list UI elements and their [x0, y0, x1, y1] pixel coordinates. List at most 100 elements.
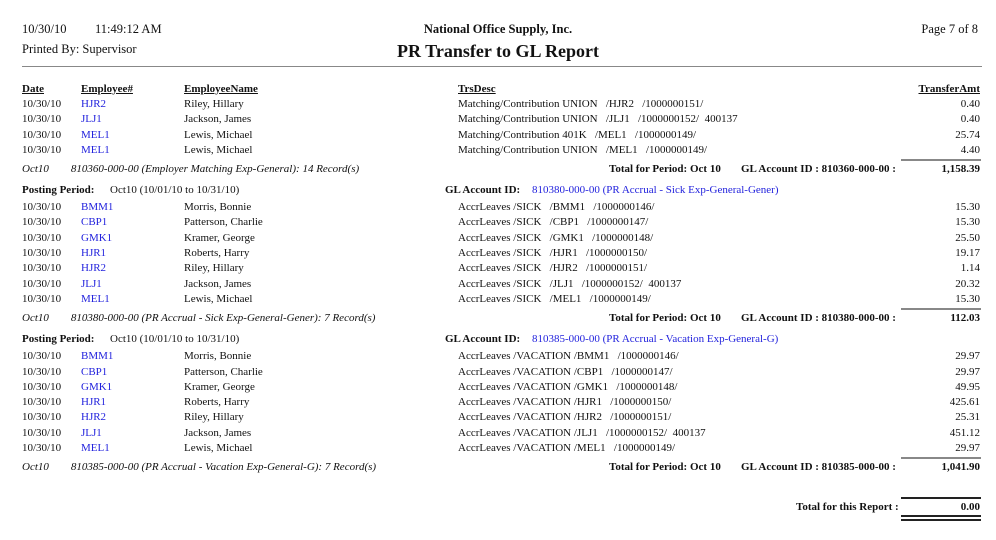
- transaction-desc: AccrLeaves /VACATION /JLJ1 /1000000152/ …: [458, 426, 706, 439]
- posting-period-header: Posting Period: Oct10 (10/01/10 to 10/31/…: [0, 329, 996, 349]
- transfer-amount: 1.14: [960, 262, 980, 275]
- employee-link[interactable]: BMM1: [81, 350, 114, 363]
- period-subtotal: Oct10 810360-000-00 (Employer Matching Ex…: [0, 158, 996, 180]
- employee-link[interactable]: CBP1: [81, 216, 108, 229]
- employee-link[interactable]: CBP1: [81, 365, 108, 378]
- transaction-desc: AccrLeaves /SICK /MEL1 /1000000149/: [458, 292, 651, 305]
- employee-link[interactable]: MEL1: [81, 128, 110, 141]
- row-date: 10/30/10: [22, 247, 62, 260]
- employee-link[interactable]: GMK1: [81, 231, 113, 244]
- grand-total-label: Total for this Report :: [796, 501, 899, 513]
- transaction-desc: AccrLeaves /VACATION /MEL1 /1000000149/: [458, 442, 676, 455]
- employee-name: Lewis, Michael: [184, 442, 253, 455]
- employee-name: Jackson, James: [184, 277, 252, 290]
- subtotal-amount: 1,158.39: [941, 163, 981, 176]
- row-date: 10/30/10: [22, 396, 62, 409]
- row-date: 10/30/10: [22, 411, 62, 424]
- row-date: 10/30/10: [22, 98, 62, 110]
- col-desc: TrsDesc: [458, 83, 496, 95]
- total-period-label: Total for Period: Oct 10: [609, 461, 721, 474]
- employee-link[interactable]: HJR2: [81, 262, 107, 275]
- row-date: 10/30/10: [22, 277, 62, 290]
- col-amount: TransferAmt: [918, 83, 981, 95]
- row-date: 10/30/10: [22, 128, 62, 141]
- transfer-amount: 4.40: [960, 143, 980, 156]
- table-row: 10/30/10 CBP1 Patterson, Charlie AccrLeaves…: [0, 215, 996, 230]
- transfer-amount: 0.40: [960, 113, 980, 126]
- transaction-desc: AccrLeaves /VACATION /HJR1 /1000000150/: [458, 396, 672, 409]
- transaction-desc: AccrLeaves /VACATION /HJR2 /1000000151/: [458, 411, 672, 424]
- record-summary: Oct10 810360-000-00 (Employer Matching Ex…: [22, 163, 359, 175]
- gl-account-link[interactable]: 810385-000-00 (PR Accrual - Vacation Exp…: [532, 333, 779, 346]
- transaction-desc: Matching/Contribution UNION /JLJ1 /10000…: [458, 113, 738, 126]
- summary-period: Oct10: [22, 163, 49, 176]
- record-summary: Oct10 810380-000-00 (PR Accrual - Sick Ex…: [22, 312, 375, 324]
- table-row: 10/30/10 JLJ1 Jackson, James AccrLeaves /VA…: [0, 426, 996, 441]
- row-date: 10/30/10: [22, 292, 62, 305]
- row-date: 10/30/10: [22, 365, 62, 378]
- employee-link[interactable]: GMK1: [81, 380, 113, 393]
- employee-link[interactable]: HJR2: [81, 98, 107, 110]
- table-row: 10/30/10 JLJ1 Jackson, James Matching/Contr…: [0, 112, 996, 127]
- report-grand-total: Total for this Report : 0.00: [0, 497, 996, 522]
- posting-period-label: Posting Period:: [22, 333, 95, 346]
- report-title: PR Transfer to GL Report: [397, 41, 599, 61]
- table-row: 10/30/10 MEL1 Lewis, Michael Matching/Contr…: [0, 143, 996, 158]
- total-period-label: Total for Period: Oct 10: [609, 163, 721, 176]
- employee-name: Lewis, Michael: [184, 143, 253, 156]
- transaction-desc: AccrLeaves /VACATION /CBP1 /1000000147/: [458, 365, 673, 378]
- transaction-desc: AccrLeaves /VACATION /GMK1 /1000000148/: [458, 380, 678, 393]
- employee-link[interactable]: HJR1: [81, 396, 107, 409]
- transfer-amount: 19.17: [955, 247, 980, 260]
- subtotal-rule: [901, 457, 981, 460]
- row-date: 10/30/10: [22, 113, 62, 126]
- transfer-amount: 25.31: [955, 411, 980, 424]
- period-subtotal: Oct10 810385-000-00 (PR Accrual - Vacatio…: [0, 456, 996, 478]
- gl-account-link[interactable]: 810380-000-00 (PR Accrual - Sick Exp-Gen…: [532, 184, 779, 197]
- report-body: Date Employee# EmployeeName TrsDesc Tran…: [0, 82, 996, 478]
- printed-by: Printed By: Supervisor: [22, 42, 137, 56]
- row-date: 10/30/10: [22, 262, 62, 275]
- summary-period: Oct10: [22, 312, 49, 325]
- summary-account: 810360-000-00 (Employer Matching Exp-Gen…: [70, 163, 360, 176]
- table-row: 10/30/10 BMM1 Morris, Bonnie AccrLeaves /SI…: [0, 200, 996, 215]
- employee-link[interactable]: MEL1: [81, 143, 110, 156]
- employee-link[interactable]: HJR1: [81, 247, 107, 260]
- subtotal-amount: 1,041.90: [941, 461, 981, 474]
- double-rule-top: [901, 515, 981, 517]
- employee-name: Riley, Hillary: [184, 262, 244, 275]
- employee-link[interactable]: JLJ1: [81, 113, 102, 126]
- employee-name: Patterson, Charlie: [184, 365, 263, 378]
- total-rule: [901, 497, 981, 499]
- employee-link[interactable]: JLJ1: [81, 277, 102, 290]
- row-date: 10/30/10: [22, 143, 62, 156]
- table-row: 10/30/10 GMK1 Kramer, George AccrLeaves /SI…: [0, 231, 996, 246]
- table-row: 10/30/10 HJR2 Riley, Hillary AccrLeaves /SI…: [0, 261, 996, 276]
- transaction-desc: AccrLeaves /SICK /JLJ1 /1000000152/ 4001…: [458, 277, 682, 290]
- table-row: 10/30/10 HJR1 Roberts, Harry AccrLeaves /VA…: [0, 395, 996, 410]
- total-period-label: Total for Period: Oct 10: [609, 312, 721, 325]
- employee-link[interactable]: JLJ1: [81, 426, 102, 439]
- employee-name: Kramer, George: [184, 380, 255, 393]
- employee-name: Kramer, George: [184, 231, 255, 244]
- employee-link[interactable]: MEL1: [81, 442, 110, 455]
- row-date: 10/30/10: [22, 426, 62, 439]
- employee-name: Jackson, James: [184, 426, 252, 439]
- posting-period-value: Oct10 (10/01/10 to 10/31/10): [110, 184, 240, 197]
- transfer-amount: 15.30: [955, 201, 980, 214]
- transfer-amount: 29.97: [955, 442, 980, 455]
- transaction-desc: AccrLeaves /SICK /HJR1 /1000000150/: [458, 247, 648, 260]
- row-date: 10/30/10: [22, 442, 62, 455]
- employee-link[interactable]: BMM1: [81, 201, 114, 214]
- double-rule-bottom: [901, 519, 981, 521]
- transaction-desc: Matching/Contribution UNION /HJR2 /10000…: [458, 98, 704, 110]
- employee-name: Riley, Hillary: [184, 411, 244, 424]
- transfer-amount: 25.74: [955, 128, 980, 141]
- transaction-desc: Matching/Contribution 401K /MEL1 /100000…: [458, 128, 697, 141]
- employee-link[interactable]: MEL1: [81, 292, 110, 305]
- table-row: 10/30/10 MEL1 Lewis, Michael Matching/Contr…: [0, 128, 996, 143]
- row-date: 10/30/10: [22, 201, 62, 214]
- record-summary: Oct10 810385-000-00 (PR Accrual - Vacatio…: [22, 461, 376, 473]
- employee-link[interactable]: HJR2: [81, 411, 107, 424]
- subtotal-amount: 112.03: [950, 312, 980, 325]
